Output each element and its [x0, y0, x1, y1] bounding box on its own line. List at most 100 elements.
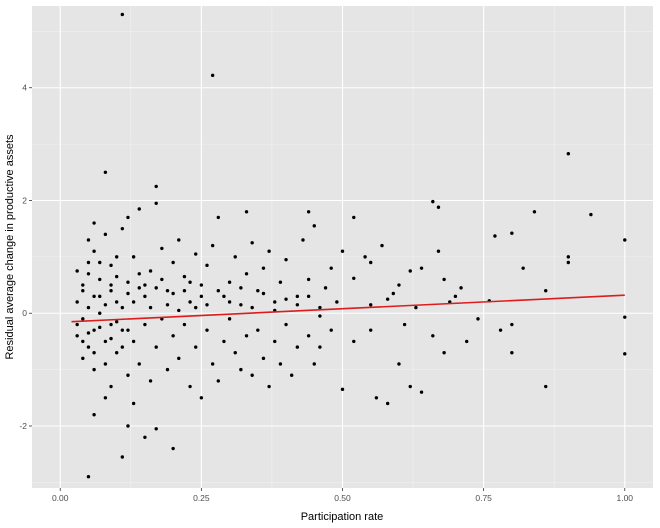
data-point — [273, 300, 277, 304]
data-point — [419, 266, 424, 270]
data-point — [369, 303, 373, 307]
data-point — [261, 356, 266, 361]
data-point — [131, 255, 136, 259]
data-point — [222, 339, 226, 344]
data-point — [312, 362, 316, 366]
data-point — [510, 351, 514, 355]
data-point — [114, 255, 119, 259]
data-point — [210, 243, 215, 248]
data-point — [295, 294, 300, 299]
y-axis-ticks: -2 0 2 4 — [19, 83, 32, 431]
data-point — [137, 362, 141, 366]
data-point — [92, 328, 96, 332]
data-point — [205, 263, 209, 268]
data-point — [493, 234, 497, 238]
data-point — [160, 246, 164, 251]
x-tick-label: 0.75 — [475, 493, 492, 503]
data-point — [109, 322, 113, 327]
data-point — [239, 303, 243, 307]
data-point — [216, 379, 220, 383]
data-point — [352, 339, 356, 344]
data-point — [369, 328, 373, 332]
data-point — [521, 266, 525, 270]
data-point — [92, 351, 96, 355]
data-point — [340, 249, 345, 253]
data-point — [227, 300, 232, 304]
data-point — [369, 260, 373, 265]
data-point — [244, 334, 249, 338]
data-point — [352, 276, 356, 280]
data-point — [199, 396, 204, 400]
data-point — [103, 170, 108, 175]
data-point — [566, 152, 571, 156]
data-point — [75, 322, 79, 327]
data-point — [436, 249, 441, 253]
y-tick-label: 2 — [22, 195, 27, 205]
x-tick-label: 0.50 — [334, 493, 351, 503]
data-point — [165, 303, 170, 307]
data-point — [329, 266, 333, 270]
x-axis-ticks: 0.00 0.25 0.50 0.75 1.00 — [52, 488, 633, 503]
data-point — [109, 384, 113, 389]
data-point — [154, 184, 158, 189]
data-point — [233, 255, 237, 259]
data-point — [188, 300, 192, 304]
data-point — [177, 238, 181, 242]
data-point — [340, 387, 345, 392]
data-point — [75, 269, 79, 273]
data-point — [194, 305, 198, 310]
data-point — [391, 291, 396, 296]
data-point — [98, 325, 102, 330]
data-point — [510, 322, 514, 327]
data-point — [148, 269, 153, 273]
data-point — [199, 283, 204, 287]
data-point — [442, 277, 446, 282]
data-point — [114, 319, 119, 324]
data-point — [623, 352, 627, 356]
data-point — [188, 384, 192, 389]
data-point — [261, 266, 266, 270]
data-point — [216, 215, 220, 220]
data-point — [98, 294, 102, 299]
data-point — [92, 413, 96, 417]
x-tick-label: 0.25 — [193, 493, 210, 503]
data-point — [103, 339, 108, 344]
data-point — [75, 300, 79, 304]
data-point — [86, 475, 91, 479]
data-point — [380, 243, 384, 248]
data-point — [419, 390, 424, 394]
data-point — [194, 345, 198, 349]
data-point — [103, 362, 108, 366]
x-tick-label: 0.00 — [52, 493, 69, 503]
data-point — [278, 280, 283, 284]
data-point — [239, 286, 243, 290]
data-point — [402, 322, 407, 327]
data-point — [566, 255, 571, 259]
data-point — [120, 305, 125, 310]
data-point — [86, 345, 91, 349]
data-point — [267, 384, 271, 389]
data-point — [154, 201, 158, 206]
data-point — [194, 252, 198, 256]
data-point — [318, 305, 322, 310]
data-point — [81, 283, 85, 287]
data-point — [397, 283, 401, 287]
y-tick-label: 4 — [22, 83, 27, 93]
data-point — [250, 373, 254, 377]
data-point — [510, 231, 514, 235]
data-point — [154, 427, 158, 431]
data-point — [623, 238, 627, 242]
data-point — [103, 232, 108, 237]
data-point — [148, 379, 153, 383]
data-point — [498, 328, 503, 332]
data-point — [256, 288, 260, 293]
data-point — [442, 351, 446, 355]
data-point — [81, 356, 85, 361]
data-point — [86, 238, 91, 242]
data-point — [408, 269, 412, 273]
data-point — [160, 277, 164, 282]
data-point — [244, 272, 249, 276]
data-point — [250, 241, 254, 245]
data-point — [436, 205, 441, 209]
data-point — [476, 317, 480, 321]
